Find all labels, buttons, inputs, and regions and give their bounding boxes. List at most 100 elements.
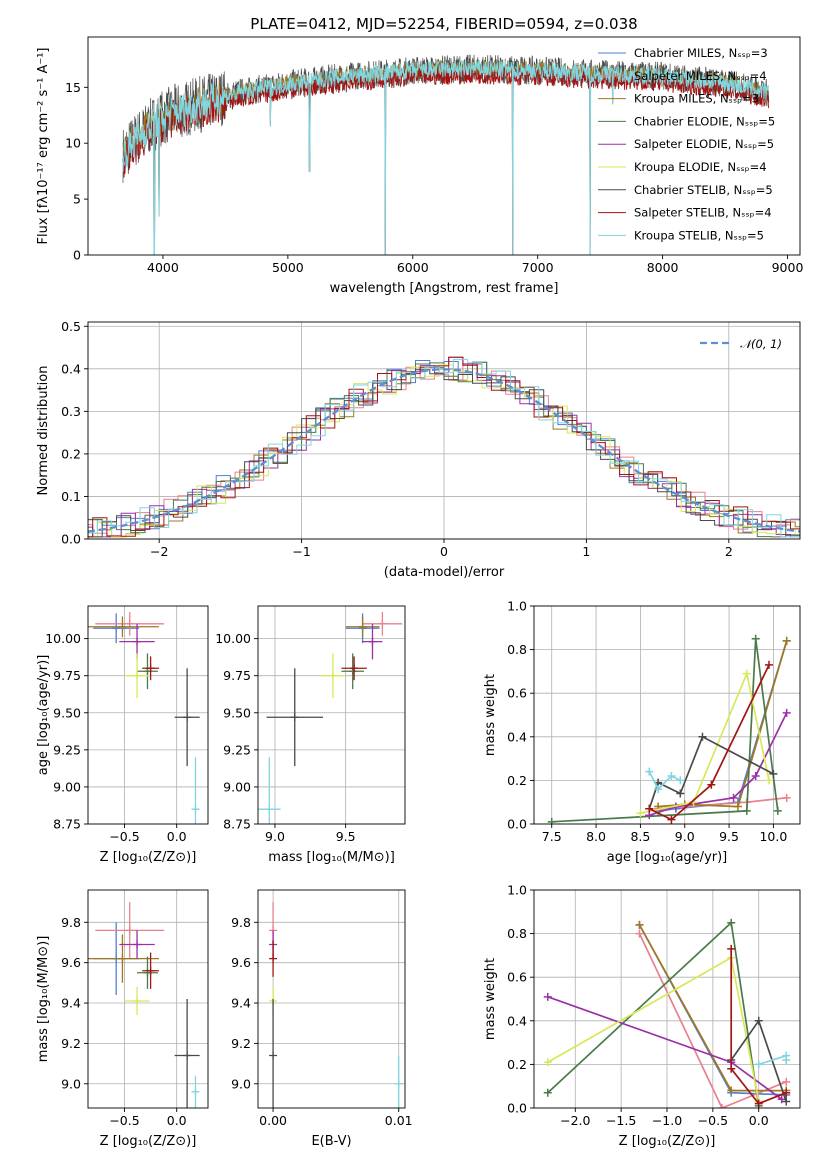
panel-mass_vs_Z: −0.5 0.0 9.0 9.2 9.4 9.6 9.8 Z [log₁₀(Z/Z⊙)] mas… <box>36 889 209 1149</box>
y-tick-label: 10.00 <box>215 631 251 646</box>
data-point <box>654 785 663 794</box>
y-tick-label: 9.0 <box>61 1076 81 1091</box>
data-point <box>118 622 127 631</box>
series-line <box>730 948 787 1105</box>
y-tick-label: 9.8 <box>231 915 251 930</box>
data-point <box>133 997 142 1006</box>
data-point <box>191 1087 200 1096</box>
data-point <box>635 929 644 938</box>
data-point <box>729 793 738 802</box>
data-point <box>667 815 676 824</box>
data-point <box>754 1016 763 1025</box>
y-tick-label: 9.4 <box>231 996 251 1011</box>
data-point <box>358 622 367 631</box>
y-tick-label: 9.6 <box>61 955 81 970</box>
normal-curve <box>88 368 800 533</box>
axes-frame <box>257 605 406 825</box>
data-point <box>727 944 736 953</box>
data-point <box>328 671 337 680</box>
y-tick-label: 0.4 <box>507 1013 527 1028</box>
y-axis-label: mass [log₁₀(M/M⊙)] <box>36 936 51 1063</box>
data-point <box>394 1079 403 1088</box>
data-point <box>764 776 773 785</box>
x-tick-label: 0.0 <box>167 829 187 844</box>
data-point <box>265 805 274 814</box>
data-point <box>698 732 707 741</box>
y-tick-label: 8.75 <box>223 817 251 832</box>
y-tick-label: 9.25 <box>53 742 81 757</box>
data-point <box>667 772 676 781</box>
x-axis-label: mass [log₁₀(M/M⊙)] <box>268 850 395 865</box>
y-tick-label: 9.8 <box>61 915 81 930</box>
y-tick-label: 8.75 <box>53 817 81 832</box>
histogram-3 <box>88 361 800 538</box>
x-tick-label: 7.5 <box>542 829 562 844</box>
y-tick-label: 9.75 <box>223 668 251 683</box>
legend-entry: 𝒩(0, 1) <box>740 337 782 351</box>
legend-entry: Kroupa MILES, Nₛₛₚ=3 <box>634 92 759 106</box>
data-point <box>782 1077 791 1086</box>
plot-area <box>122 54 770 255</box>
plot-area <box>543 918 791 1108</box>
data-point <box>645 804 654 813</box>
y-tick-label: 1.0 <box>507 883 527 898</box>
y-tick-label: 9.2 <box>231 1036 251 1051</box>
y-tick-label: 9.4 <box>61 996 81 1011</box>
data-point <box>269 1051 278 1060</box>
x-tick-label: 6000 <box>397 260 429 275</box>
x-tick-label: 7000 <box>522 260 554 275</box>
y-tick-label: 0 <box>73 248 81 263</box>
y-tick-label: 9.2 <box>61 1036 81 1051</box>
panel-spectrum: 4000 5000 6000 7000 8000 9000 0 5 10 15 wavelength… <box>36 36 803 296</box>
data-point <box>676 789 685 798</box>
x-tick-label: 0.0 <box>749 1113 769 1128</box>
x-tick-label: 5000 <box>272 260 304 275</box>
plot-area <box>547 634 791 824</box>
y-axis-label: mass weight <box>483 958 498 1040</box>
series-line <box>640 670 770 814</box>
y-tick-label: 0.5 <box>61 319 81 334</box>
data-point <box>125 926 134 935</box>
data-point <box>782 1056 791 1065</box>
y-tick-label: 9.6 <box>231 955 251 970</box>
legend-entry: Salpeter STELIB, Nₛₛₚ=4 <box>634 206 772 220</box>
y-tick-label: 0.8 <box>507 642 527 657</box>
y-tick-label: 1.0 <box>507 599 527 614</box>
x-tick-label: −0.5 <box>109 1113 139 1128</box>
y-tick-label: 0.6 <box>507 686 527 701</box>
data-point <box>676 776 685 785</box>
y-tick-label: 9.0 <box>231 1076 251 1091</box>
y-tick-label: 10.00 <box>45 631 81 646</box>
data-point <box>742 669 751 678</box>
data-point <box>635 920 644 929</box>
y-tick-label: 0.4 <box>507 729 527 744</box>
data-point <box>645 767 654 776</box>
x-tick-label: −1.5 <box>606 1113 636 1128</box>
y-tick-label: 0.2 <box>507 1057 527 1072</box>
x-axis-label: age [log₁₀(age/yr)] <box>607 850 728 865</box>
panel-mass_vs_ebv: 0.00 0.01 9.0 9.2 9.4 9.6 9.8 E(B-V) <box>231 889 413 1149</box>
data-point <box>146 664 155 673</box>
data-point <box>733 802 742 811</box>
data-point <box>378 619 387 628</box>
series-line <box>648 771 681 791</box>
data-point <box>777 1095 786 1104</box>
figure-title: PLATE=0412, MJD=52254, FIBERID=0594, z=0… <box>250 15 637 33</box>
x-tick-label: 9.0 <box>675 829 695 844</box>
x-axis-label: Z [log₁₀(Z/Z⊙)] <box>100 1134 197 1149</box>
data-point <box>754 1099 763 1108</box>
data-point <box>191 805 200 814</box>
x-tick-label: 8000 <box>647 260 679 275</box>
x-tick-label: 2 <box>725 544 733 559</box>
y-tick-label: 9.50 <box>223 705 251 720</box>
histogram-6 <box>88 369 800 538</box>
y-tick-label: 0.6 <box>507 970 527 985</box>
legend: Chabrier MILES, Nₛₛₚ=3 Salpeter MILES, Nₛ… <box>598 46 775 242</box>
panel-residuals: −2 −1 0 1 2 0.0 0.1 0.2 0.3 0.4 0.5 (data-model)/er… <box>36 319 801 580</box>
axes-frame <box>257 889 406 1109</box>
data-point <box>718 1104 727 1108</box>
panel-weight_vs_age: 7.5 8.0 8.5 9.0 9.5 10.0 0.0 0.2 0.4 0.6 0.8 1.0 age… <box>483 599 801 865</box>
legend-entry: Chabrier ELODIE, Nₛₛₚ=5 <box>634 114 775 128</box>
data-point <box>543 1058 552 1067</box>
